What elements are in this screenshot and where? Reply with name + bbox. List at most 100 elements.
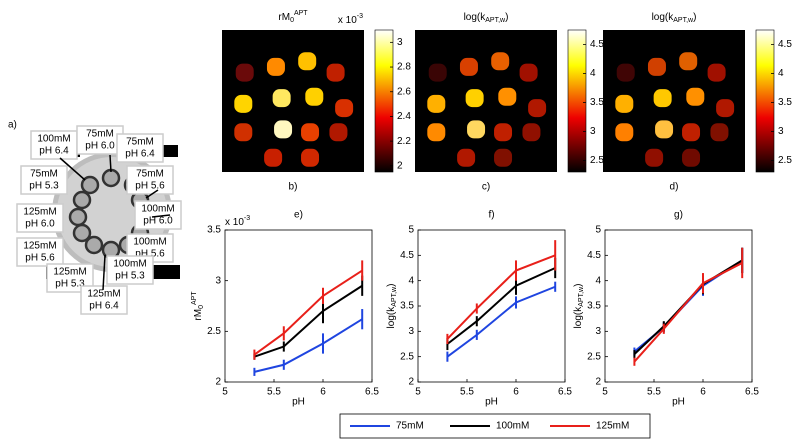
heat-spot <box>707 63 726 82</box>
heat-spot <box>494 123 513 142</box>
heat-spot <box>298 52 317 71</box>
vial-ph: pH 5.3 <box>55 279 85 290</box>
heat-spot <box>686 87 705 106</box>
heat-spot <box>459 57 478 76</box>
label-part: x 10 <box>338 15 357 26</box>
x-tick-label: 6 <box>700 387 706 398</box>
x-tick-label: 5 <box>415 387 421 398</box>
heat-spot <box>655 120 674 139</box>
y-tick-label: 2 <box>595 377 601 388</box>
y-tick-label: 2.5 <box>400 351 414 362</box>
vial-conc: 75mM <box>86 129 114 140</box>
label-part: APT,w <box>485 17 506 24</box>
label-part: ) <box>573 284 584 287</box>
colorbar-tick-label: 4.5 <box>590 39 604 50</box>
y-tick-label: 5 <box>595 225 601 236</box>
vial-ph: pH 5.6 <box>135 249 165 260</box>
heat-spot <box>653 89 672 108</box>
x-tick-label: 6.5 <box>365 387 379 398</box>
vial-ph: pH 6.0 <box>143 216 173 227</box>
panel-label: e) <box>294 210 303 221</box>
colorbar-tick-label: 4 <box>590 68 596 79</box>
colorbar <box>374 29 394 173</box>
heat-spot <box>301 123 320 142</box>
vial-label-box <box>126 165 174 195</box>
arrow <box>145 189 159 199</box>
vial-ph: pH 5.3 <box>115 271 145 282</box>
x-tick-label: 5 <box>602 387 608 398</box>
vial <box>101 168 121 188</box>
vial-ph: pH 6.4 <box>89 301 119 312</box>
heat-spot <box>234 123 253 142</box>
series-line <box>446 254 556 340</box>
legend-label: 125mM <box>596 421 629 432</box>
x-tick-label: 6 <box>513 387 519 398</box>
arrow <box>109 154 112 173</box>
y-tick-label: 2.5 <box>587 351 601 362</box>
rich-label: rM0APT <box>191 291 205 321</box>
colorbar-tick-label: 3 <box>590 126 596 137</box>
label-part: APT <box>191 291 198 305</box>
heat-spot <box>519 63 538 82</box>
heat-spot <box>615 123 634 142</box>
y-tick-label: 3.5 <box>400 301 414 312</box>
heat-spot <box>427 123 446 142</box>
heat-spot <box>335 99 354 118</box>
vial <box>80 175 100 195</box>
axes-box <box>604 229 753 383</box>
rich-label: log(kAPT,w) <box>573 284 586 329</box>
y-tick-label: 4.5 <box>400 250 414 261</box>
y-tick-label: 4 <box>595 275 601 286</box>
y-tick-label: 4.5 <box>587 250 601 261</box>
x-tick-label: 6.5 <box>558 387 572 398</box>
vial-conc: 100mM <box>113 259 146 270</box>
heat-spot <box>682 148 701 167</box>
vial-conc: 75mM <box>136 169 164 180</box>
vial <box>84 235 104 255</box>
x-tick-label: 5.5 <box>267 387 281 398</box>
label-part: ) <box>505 12 508 23</box>
y-tick-label: 3 <box>215 275 221 286</box>
colorbar-tick-label: 2.8 <box>397 62 411 73</box>
heat-spot <box>274 120 293 139</box>
series-line <box>446 267 556 345</box>
arrow <box>59 157 86 181</box>
label-part: log(k <box>386 306 397 329</box>
x-axis-label: pH <box>485 397 498 408</box>
colorbar-tick-label: 3 <box>397 37 403 48</box>
series-line <box>633 259 743 355</box>
heat-spot <box>301 148 320 167</box>
vial <box>72 190 92 210</box>
panel-label: f) <box>488 210 494 221</box>
vial <box>68 207 88 227</box>
heat-spot <box>645 148 664 167</box>
heat-spot <box>710 123 729 142</box>
colorbar <box>567 29 587 173</box>
vial-ph: pH 6.0 <box>85 141 115 152</box>
panel-label: a) <box>8 120 17 131</box>
x-axis-label: pH <box>672 397 685 408</box>
heat-spot <box>326 63 345 82</box>
vial-label-box <box>20 165 68 195</box>
arrow <box>151 214 171 218</box>
heat-spot <box>498 87 517 106</box>
label-part: log(k <box>573 306 584 329</box>
heat-spot <box>528 99 547 118</box>
heat-spot <box>305 87 324 106</box>
colorbar-tick-label: 2.6 <box>397 86 411 97</box>
heat-spot <box>522 123 541 142</box>
axes-box <box>417 229 566 383</box>
label-part: 0 <box>290 17 294 24</box>
heat-spot <box>467 120 486 139</box>
y-tick-label: 3.5 <box>207 225 221 236</box>
colorbar-tick-label: 3.5 <box>778 97 792 108</box>
heat-spot <box>234 94 253 113</box>
heat-spot <box>272 89 291 108</box>
vial-conc: 100mM <box>37 134 70 145</box>
colorbar-tick-label: 2.5 <box>590 155 604 166</box>
label-part: log(k <box>652 12 675 23</box>
colorbar-tick-label: 2.2 <box>397 136 411 147</box>
vial-ph: pH 6.4 <box>39 146 69 157</box>
vial-conc: 75mM <box>30 169 58 180</box>
x-tick-label: 6.5 <box>745 387 759 398</box>
